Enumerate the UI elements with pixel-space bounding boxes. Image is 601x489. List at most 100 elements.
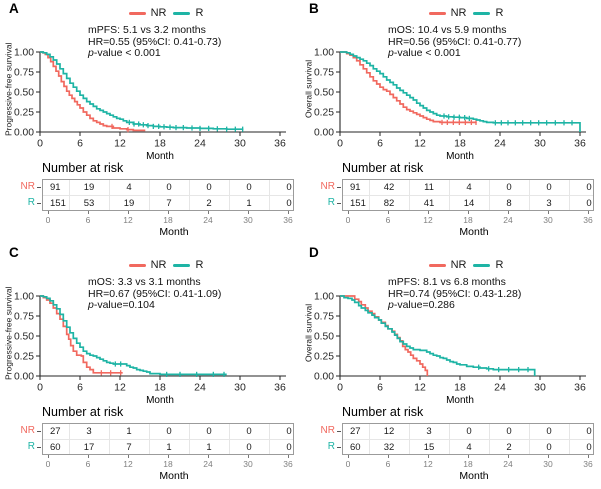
legend-line-nr-icon <box>128 11 146 15</box>
risk-gridline-h <box>343 195 593 196</box>
y-tick-label: 0.25 <box>14 108 34 119</box>
risk-row-tick <box>37 203 41 204</box>
x-tick-label: 0 <box>337 382 343 394</box>
risk-row-label-nr: NR <box>320 181 335 192</box>
risk-value: 1 <box>246 198 252 209</box>
y-tick-label: 0.25 <box>14 352 34 363</box>
y-axis-label: Overall survival <box>303 59 314 119</box>
y-tick-label: 0.75 <box>314 312 334 323</box>
legend-line-r-icon <box>473 11 491 15</box>
risk-x-tick <box>168 455 169 458</box>
risk-x-tick-label: 6 <box>85 215 91 225</box>
panel-letter: C <box>9 245 19 260</box>
panel-c: C NR R mOS: 3.3 vs 3.1 months HR=0.67 (9… <box>0 244 300 489</box>
risk-x-tick <box>548 455 549 458</box>
x-tick-label: 24 <box>194 138 206 150</box>
median-stat: mOS: 3.3 vs 3.1 months <box>88 276 201 288</box>
risk-x-tick <box>128 211 129 214</box>
stats-annotation: mOS: 10.4 vs 5.9 months HR=0.56 (95%CI: … <box>388 24 522 60</box>
y-tick-label: 1.00 <box>314 292 334 303</box>
risk-value: 0 <box>286 198 292 209</box>
y-tick-label: 0.50 <box>14 332 34 343</box>
risk-value: 3 <box>86 426 92 437</box>
x-axis-title: Month <box>146 151 174 162</box>
risk-x-tick-label: 12 <box>123 215 133 225</box>
risk-value: 3 <box>426 426 432 437</box>
risk-x-axis-label: Month <box>459 226 489 238</box>
stats-annotation: mOS: 3.3 vs 3.1 months HR=0.67 (95%CI: 0… <box>88 276 221 312</box>
risk-value: 0 <box>586 426 592 437</box>
risk-row-tick <box>337 431 341 432</box>
risk-value: 27 <box>50 426 61 437</box>
risk-x-tick-label: 0 <box>45 215 51 225</box>
risk-x-tick <box>468 211 469 214</box>
risk-value: 1 <box>166 442 172 453</box>
risk-value: 1 <box>206 442 212 453</box>
risk-x-tick <box>248 211 249 214</box>
risk-value: 82 <box>383 198 395 209</box>
risk-value: 151 <box>350 198 366 209</box>
hazard-ratio-stat: HR=0.74 (95%CI: 0.43-1.28) <box>388 287 522 300</box>
hazard-ratio-stat: HR=0.56 (95%CI: 0.41-0.77) <box>388 35 522 48</box>
risk-x-tick-label: 24 <box>203 215 213 225</box>
p-value-text: -value=0.286 <box>393 299 455 311</box>
risk-x-tick <box>348 211 349 214</box>
km-curve-nr <box>40 295 123 374</box>
risk-x-tick-label: 6 <box>385 459 391 469</box>
km-curve-r <box>340 51 581 132</box>
risk-gridline-h <box>343 439 593 440</box>
risk-value: 0 <box>546 442 552 453</box>
risk-value: 0 <box>286 442 292 453</box>
number-at-risk-title: Number at risk <box>42 405 124 419</box>
risk-row-label-nr: NR <box>320 425 335 436</box>
risk-x-tick-label: 6 <box>385 215 391 225</box>
y-tick-label: 0.00 <box>314 372 334 383</box>
risk-x-tick-label: 18 <box>163 459 173 469</box>
legend-label-nr: NR <box>450 7 467 19</box>
risk-value: 0 <box>286 426 292 437</box>
median-stat: mPFS: 5.1 vs 3.2 months <box>88 24 206 36</box>
y-axis-label: Progressive-free survival <box>3 286 14 380</box>
risk-value: 0 <box>546 426 552 437</box>
risk-value: 0 <box>166 182 172 193</box>
risk-value: 11 <box>424 182 434 193</box>
p-value-stat: p-value=0.104 <box>88 299 221 312</box>
y-tick-label: 0.25 <box>314 108 334 119</box>
y-tick-label: 0.50 <box>314 332 334 343</box>
x-tick-label: 0 <box>337 138 343 150</box>
legend-line-r-icon <box>473 263 491 267</box>
legend-line-r-icon <box>173 11 191 15</box>
risk-x-tick <box>428 455 429 458</box>
legend-line-nr-icon <box>428 263 446 267</box>
risk-x-tick <box>508 455 509 458</box>
x-tick-label: 36 <box>574 382 586 394</box>
x-tick-label: 24 <box>194 382 206 394</box>
risk-x-tick-label: 12 <box>123 459 133 469</box>
risk-value: 91 <box>50 182 61 193</box>
number-at-risk-table: NR R 27 12 3 0 0 0 0 60 32 15 4 2 0 0 0 6 12 18 24 30 36 <box>314 423 601 469</box>
risk-x-tick <box>548 211 549 214</box>
risk-x-tick <box>388 455 389 458</box>
x-tick-label: 12 <box>414 138 426 150</box>
km-curve-r <box>340 295 536 376</box>
x-tick-label: 30 <box>534 382 546 394</box>
risk-value: 1 <box>126 426 132 437</box>
risk-value: 0 <box>246 182 252 193</box>
x-tick-label: 18 <box>154 382 166 394</box>
legend-label-r: R <box>195 7 204 19</box>
legend-label-nr: NR <box>150 7 167 19</box>
risk-x-tick <box>468 455 469 458</box>
risk-x-tick <box>588 211 589 214</box>
number-at-risk-title: Number at risk <box>342 161 424 175</box>
risk-value: 42 <box>383 182 395 193</box>
risk-x-tick <box>208 211 209 214</box>
risk-row-label-nr: NR <box>20 181 35 192</box>
p-value-stat: p-value=0.286 <box>388 299 521 312</box>
p-value-stat: p-value < 0.001 <box>88 47 221 60</box>
legend: NR R <box>42 7 290 19</box>
risk-x-tick-label: 36 <box>283 459 293 469</box>
risk-value: 2 <box>506 442 512 453</box>
risk-x-tick <box>88 211 89 214</box>
y-tick-label: 1.00 <box>14 48 34 59</box>
x-tick-label: 6 <box>377 382 383 394</box>
